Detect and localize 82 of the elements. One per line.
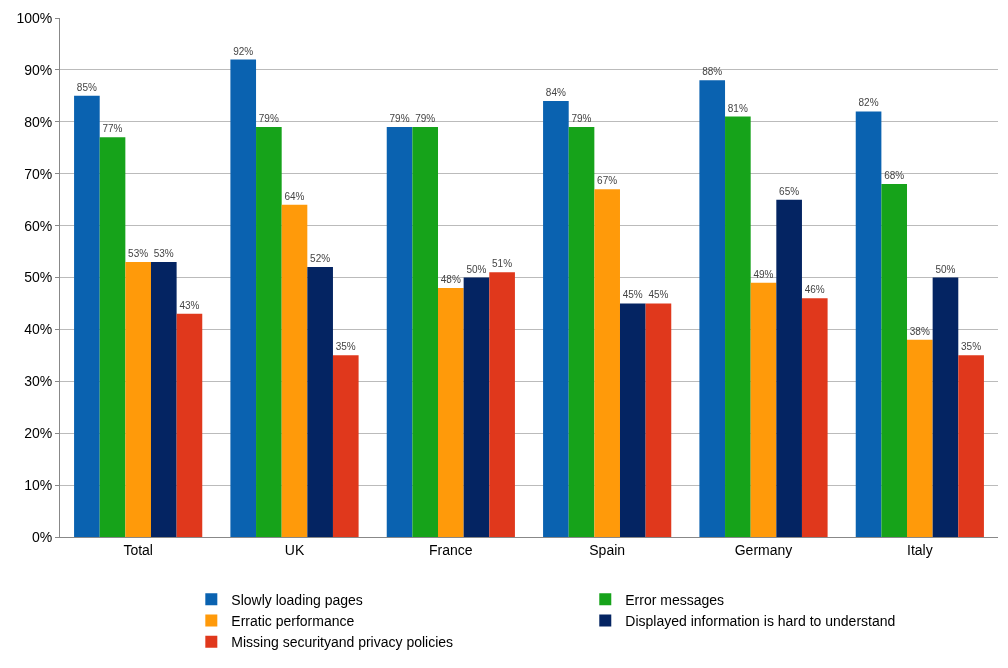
x-tick-label: Total [123,541,153,558]
data-label: 45% [622,289,643,301]
data-label: 53% [128,247,149,259]
data-label: 67% [597,175,618,187]
bar [776,199,802,537]
bar [489,272,515,537]
legend-label: Erratic performance [231,612,355,629]
data-label: 77% [102,123,123,135]
y-tick-label: 80% [24,113,53,130]
data-label: 68% [884,170,905,182]
bar [150,261,177,537]
bar [594,189,620,537]
bar [855,111,882,537]
bar [230,59,257,537]
y-tick-label: 70% [24,165,53,182]
y-tick-label: 50% [24,269,53,286]
data-label: 85% [76,81,97,93]
data-label: 35% [961,341,982,353]
bar [568,126,595,537]
y-tick-label: 40% [24,321,53,338]
data-label: 79% [571,112,592,124]
data-label: 50% [466,263,487,275]
bar [801,298,828,537]
bar [725,116,751,537]
legend-label: Error messages [625,591,725,608]
y-tick-label: 0% [31,528,53,545]
data-label: 92% [233,45,254,57]
data-label: 88% [702,66,723,78]
bar [699,80,726,537]
y-tick-label: 10% [24,477,53,493]
bar [958,355,984,537]
bar [176,313,203,537]
bar [74,95,100,537]
data-label: 65% [779,185,800,197]
bar [281,204,308,537]
x-tick-label: Spain [589,541,626,558]
data-label: 45% [648,289,669,301]
bar [332,355,359,537]
x-tick-label: UK [284,541,305,558]
y-tick-label: 90% [24,61,53,78]
y-tick-label: 60% [24,217,53,234]
data-label: 38% [909,325,930,337]
bar [645,303,672,537]
x-tick-label: France [429,541,473,558]
data-label: 64% [284,190,305,202]
data-label: 79% [258,112,279,124]
y-tick-label: 20% [24,425,53,442]
bar [543,101,569,537]
data-label: 79% [389,112,410,124]
x-tick-label: Italy [906,541,933,558]
bar [125,261,151,537]
data-label: 79% [415,112,436,124]
bar [386,126,413,537]
y-tick-label: 30% [24,373,53,390]
bar [463,277,490,537]
bar [412,126,439,537]
data-label: 82% [858,97,879,109]
data-label: 35% [335,341,356,353]
data-label: 52% [310,253,331,265]
legend-label: Displayed information is hard to understand [625,612,896,629]
bar [750,282,777,537]
bar [99,137,126,537]
data-label: 48% [440,273,461,285]
data-label: 43% [179,299,200,311]
y-tick-label: 100% [16,9,53,26]
data-label: 81% [727,102,748,114]
x-tick-label: Germany [734,541,793,558]
bar [932,277,959,537]
bar [256,126,282,537]
data-label: 46% [804,284,825,296]
bar [907,339,933,537]
data-label: 49% [753,268,774,280]
data-label: 53% [153,247,174,259]
data-label: 84% [545,87,566,99]
legend-label: Slowly loading pages [231,591,363,608]
bar [619,303,646,537]
bar [438,287,464,537]
bar [307,267,333,537]
legend-label: Missing securityand privacy policies [231,634,454,651]
data-label: 51% [492,258,513,270]
bar [881,184,908,537]
data-label: 50% [935,263,956,275]
